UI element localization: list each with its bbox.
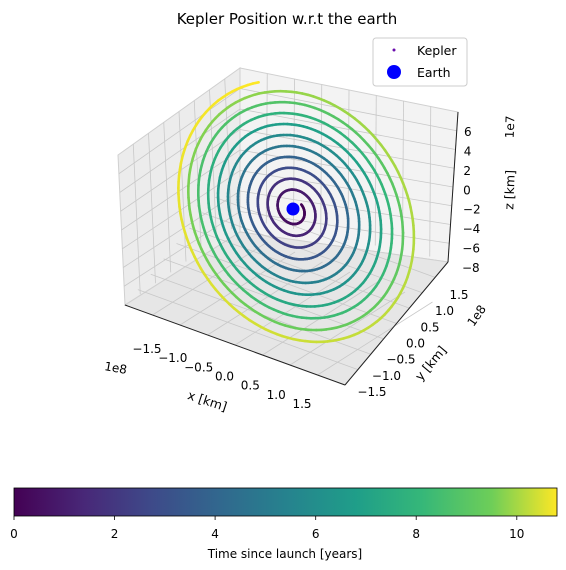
z-tick-label: −8: [462, 261, 480, 275]
x-tick-label: −1.5: [132, 342, 161, 356]
z-tick-label: −6: [462, 242, 480, 256]
legend: Kepler Earth: [372, 37, 468, 87]
y-tick-label: 1.5: [449, 288, 468, 302]
colorbar-tick-label: 0: [10, 527, 18, 541]
z-tick-label: 4: [464, 144, 472, 158]
y-tick-label: −1.0: [372, 369, 401, 383]
x-tick-label: 0.5: [241, 379, 260, 393]
x-axis-label: x [km]: [186, 387, 229, 414]
floor-grid-line: [176, 243, 397, 324]
z-tick-label: 6: [464, 125, 472, 139]
colorbar-tick-label: 2: [111, 527, 119, 541]
colorbar-tick-label: 8: [412, 527, 420, 541]
z-tick-label: 2: [463, 164, 471, 178]
wall-grid-line: [119, 108, 456, 193]
orbit-segment: [251, 81, 260, 85]
colorbar: 0 2 4 6 8 10 Time since launch [years]: [10, 487, 558, 561]
colorbar-tick-label: 4: [211, 527, 219, 541]
y-axis-line: [344, 261, 449, 386]
y-tick-label: 1.0: [435, 304, 454, 318]
z-axis-line: [447, 111, 459, 263]
legend-kepler-marker: [392, 48, 396, 52]
floor-grid-line: [189, 227, 410, 309]
z-tick-label: −2: [463, 203, 481, 217]
z-tick-label: −4: [463, 222, 481, 236]
colorbar-tick-label: 10: [509, 527, 524, 541]
floor-grid-line: [289, 291, 406, 366]
colorbar-ticks: 0 2 4 6 8 10: [10, 516, 524, 541]
x-scale-label: 1e8: [103, 359, 128, 377]
z-axis-label: z [km]: [501, 170, 517, 210]
wall-grid-line: [163, 122, 172, 273]
x-tick-label: 1.0: [267, 388, 286, 402]
z-tick-label: 0: [463, 183, 471, 197]
wall-grid-line: [265, 73, 268, 224]
colorbar-gradient: [13, 487, 558, 517]
z-scale-label: 1e7: [503, 115, 518, 138]
x-tick-label: −1.0: [158, 351, 187, 365]
wall-grid-line: [429, 106, 432, 257]
y-tick-label: −1.5: [357, 385, 386, 399]
z-tick-labels: 6 4 2 0 −2 −4 −6 −8: [462, 125, 481, 275]
chart-title: Kepler Position w.r.t the earth: [177, 10, 398, 28]
floor-grid-line: [234, 271, 351, 346]
legend-earth-marker: [387, 65, 401, 79]
colorbar-label: Time since launch [years]: [207, 547, 362, 561]
floor-grid-line: [202, 212, 423, 294]
wall-grid-line: [121, 149, 454, 231]
floor-grid-line: [137, 289, 359, 371]
y-tick-label: −0.5: [386, 353, 415, 367]
y-tick-label: 0.0: [406, 337, 425, 351]
floor-grid-line: [207, 261, 323, 336]
wall-grid-line: [120, 129, 455, 212]
x-tick-label: −0.5: [184, 360, 213, 374]
x-tick-label: 0.0: [215, 370, 234, 384]
wall-grid-line: [132, 144, 141, 295]
y-tick-labels: 1.5 1.0 0.5 0.0 −0.5 −1.0 −1.5: [357, 288, 468, 399]
legend-kepler-label: Kepler: [417, 43, 457, 58]
x-tick-label: 1.5: [292, 397, 311, 411]
x-axis-line: [124, 304, 346, 386]
y-tick-label: 0.5: [420, 320, 439, 334]
kepler-orbit: [177, 81, 416, 344]
wall-grid-line: [122, 170, 452, 250]
floor-grid-line: [317, 301, 433, 376]
wall-grid-line: [148, 133, 156, 284]
x-tick-labels: −1.5−1.0−0.50.0 0.5 1.0 1.5: [132, 342, 311, 411]
earth-marker: [286, 202, 300, 216]
legend-earth-label: Earth: [417, 65, 451, 80]
y-scale-label: 1e8: [464, 302, 488, 329]
wall-grid-line: [178, 111, 187, 262]
colorbar-tick-label: 6: [312, 527, 320, 541]
